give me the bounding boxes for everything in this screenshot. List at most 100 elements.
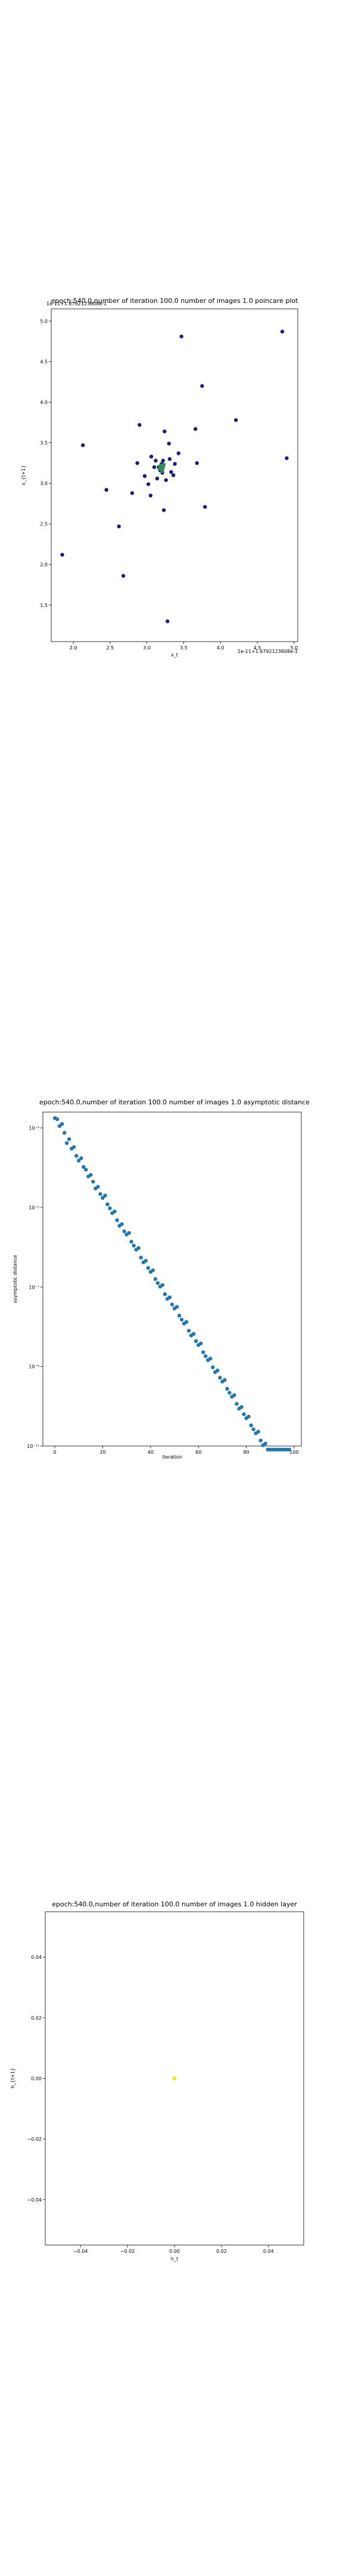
y-tick-label: 4.0 [40,400,48,405]
data-point [98,1192,102,1196]
data-point [62,1131,67,1135]
data-point [251,1427,255,1432]
data-point [127,1231,131,1235]
x-tick-label: 5.0 [290,645,298,651]
data-point [155,476,160,481]
asymptotic-y-ticks: 10⁻³ 10⁻⁵ 10⁻⁷ 10⁻⁹ 10⁻¹¹ [27,1126,43,1449]
x-tick-label: 2.0 [70,645,77,651]
data-point [130,491,135,496]
data-point [60,553,64,557]
poincare-points [60,329,289,624]
x-tick-label: 40 [148,1450,154,1455]
x-tick-label: 0.00 [169,2249,180,2254]
data-point [200,384,204,388]
data-point [136,1246,141,1250]
data-point [249,1423,253,1428]
asymptotic-axes [42,1111,302,1447]
data-point [199,1341,203,1346]
poincare-x-ticks: 2.0 2.5 3.0 3.5 4.0 4.5 5.0 [70,642,298,651]
data-point [120,1222,124,1227]
data-point [135,461,139,465]
data-point [184,1320,189,1324]
poincare-y-label: x_{t+1} [21,465,26,485]
data-point [263,1441,267,1446]
data-point [173,462,177,466]
data-point [247,1414,251,1419]
data-point [163,1292,167,1296]
x-tick-label: 0.02 [216,2249,227,2254]
data-point [103,1193,107,1198]
data-point [171,473,176,478]
data-point [177,1314,182,1318]
data-point [285,456,289,460]
data-point [91,1179,95,1184]
data-point [105,1202,110,1206]
x-tick-label: 3.5 [180,645,188,651]
y-tick-label: 0.02 [31,2015,42,2021]
data-point [67,1137,71,1141]
x-tick-label: 60 [195,1450,201,1455]
data-point [80,443,85,447]
data-point [223,1378,227,1382]
asymptotic-chart: epoch:540.0,number of iteration 100.0 nu… [13,1098,310,1460]
data-point [153,1277,158,1281]
data-point [84,1168,88,1172]
hidden-layer-chart: epoch:540.0,number of iteration 100.0 nu… [10,1900,304,2262]
y-tick-label: 10⁻⁵ [29,1205,39,1210]
data-point [166,619,170,624]
y-tick-label: 5.0 [40,318,48,324]
asymptotic-x-label: iteration [162,1454,182,1460]
poincare-chart: epoch:540.0,number of iteration 100.0 nu… [21,297,298,658]
data-point [227,1391,232,1395]
y-tick-label: 10⁻¹¹ [27,1444,39,1449]
data-point [55,1117,60,1122]
y-tick-label: 10⁻⁹ [29,1364,39,1370]
x-tick-label: 20 [99,1450,105,1455]
x-tick-label: −0.02 [120,2249,135,2254]
data-point [174,1305,179,1309]
data-point [122,1229,126,1234]
data-point [161,463,166,467]
data-point [101,1196,105,1200]
data-point [77,1159,81,1163]
asymptotic-x-ticks: 0 20 40 60 80 100 [54,1446,299,1455]
data-point [216,1368,220,1373]
x-tick-label: 3.0 [143,645,151,651]
y-tick-label: 0.04 [31,1955,42,1960]
y-tick-label: −0.04 [27,2197,42,2203]
data-point [132,1243,136,1248]
poincare-x-label: x_t [171,652,178,658]
x-tick-label: 2.5 [106,645,114,651]
hidden-layer-y-ticks: 0.04 0.02 0.00 −0.02 −0.04 [27,1955,45,2203]
data-point [115,1218,119,1222]
data-point [121,574,126,578]
poincare-offset-text: 1e-11+1.6792123608e-1 [238,649,298,654]
hidden-layer-title: epoch:540.0,number of iteration 100.0 nu… [52,1900,297,1908]
x-tick-label: 100 [289,1450,298,1455]
data-point [160,1283,165,1287]
data-point [79,1156,83,1160]
data-point [225,1386,229,1391]
data-point [96,1185,100,1189]
data-point [161,459,166,463]
data-point [232,1393,236,1397]
data-point [167,1295,172,1299]
data-point [158,464,163,469]
data-point [172,2076,177,2081]
y-tick-label: 3.5 [40,441,48,446]
data-point [170,1302,174,1306]
data-point [155,1281,160,1285]
data-point [89,1173,93,1177]
data-point [163,429,167,434]
data-point [191,1332,196,1336]
data-point [179,1317,184,1322]
data-point [208,1357,213,1361]
x-tick-label: 0.04 [263,2249,274,2254]
data-point [186,1329,191,1333]
data-point [146,482,151,487]
data-point [287,1447,292,1452]
data-point [280,329,285,334]
asymptotic-title: epoch:540.0,number of iteration 100.0 nu… [39,1098,310,1106]
y-tick-label: −0.02 [27,2137,42,2142]
data-point [242,1412,246,1416]
